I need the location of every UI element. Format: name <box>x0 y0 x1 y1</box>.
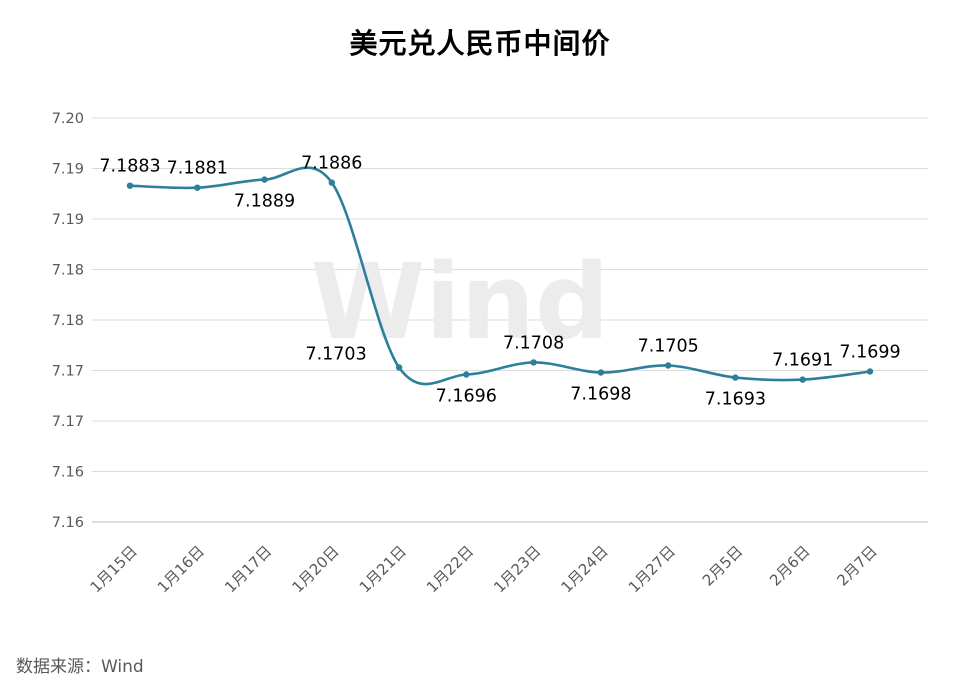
y-axis-tick-label: 7.18 <box>52 313 84 329</box>
y-axis-tick-label: 7.17 <box>52 364 84 380</box>
y-axis-tick-label: 7.16 <box>52 465 84 481</box>
data-point-label: 7.1696 <box>436 387 497 407</box>
x-axis-tick-label: 2月7日 <box>833 542 880 589</box>
data-point-label: 7.1693 <box>705 390 766 410</box>
y-axis-tick-label: 7.20 <box>52 111 84 127</box>
data-point-marker <box>328 179 335 186</box>
y-axis-tick-label: 7.19 <box>52 212 84 228</box>
x-axis-tick-label: 2月6日 <box>766 542 813 589</box>
data-point-label: 7.1705 <box>638 337 699 357</box>
x-axis-tick-label: 1月27日 <box>625 542 679 596</box>
data-point-label: 7.1699 <box>839 343 900 363</box>
data-point-label: 7.1889 <box>234 192 295 212</box>
x-axis-tick-label: 1月16日 <box>154 542 208 596</box>
chart-title: 美元兑人民币中间价 <box>349 27 611 60</box>
x-axis-tick-label: 1月21日 <box>356 542 410 596</box>
y-axis-tick-label: 7.19 <box>52 162 84 178</box>
data-point-marker <box>530 359 537 366</box>
data-point-marker <box>126 182 134 189</box>
x-axis-tick-label: 1月17日 <box>221 542 275 596</box>
data-point-label: 7.1703 <box>305 345 366 365</box>
x-axis-tick-label: 1月20日 <box>288 542 342 596</box>
y-axis-tick-label: 7.18 <box>52 263 84 279</box>
data-point-label: 7.1708 <box>503 333 564 353</box>
x-axis-tick-label: 1月23日 <box>490 542 544 596</box>
x-axis-tick-label: 1月15日 <box>87 542 141 596</box>
data-point-marker <box>261 176 268 183</box>
data-source-note: 数据来源：Wind <box>16 657 144 677</box>
data-point-label: 7.1691 <box>772 351 833 371</box>
data-point-marker <box>463 371 470 378</box>
data-point-marker <box>395 364 403 371</box>
x-axis-tick-label: 2月5日 <box>699 542 746 589</box>
data-point-label: 7.1883 <box>99 157 160 177</box>
data-point-label: 7.1881 <box>167 159 228 179</box>
data-point-label: 7.1698 <box>570 385 631 405</box>
data-point-label: 7.1886 <box>301 154 362 174</box>
x-axis-tick-label: 1月24日 <box>558 542 612 596</box>
data-point-marker <box>732 374 739 381</box>
data-point-marker <box>799 376 806 383</box>
y-axis-tick-label: 7.17 <box>52 414 84 430</box>
data-point-marker <box>866 368 874 375</box>
data-point-marker <box>665 362 672 369</box>
data-point-marker <box>194 184 201 191</box>
x-axis-tick-label: 1月22日 <box>423 542 477 596</box>
data-point-marker <box>597 369 605 376</box>
y-axis-tick-label: 7.16 <box>52 515 84 531</box>
